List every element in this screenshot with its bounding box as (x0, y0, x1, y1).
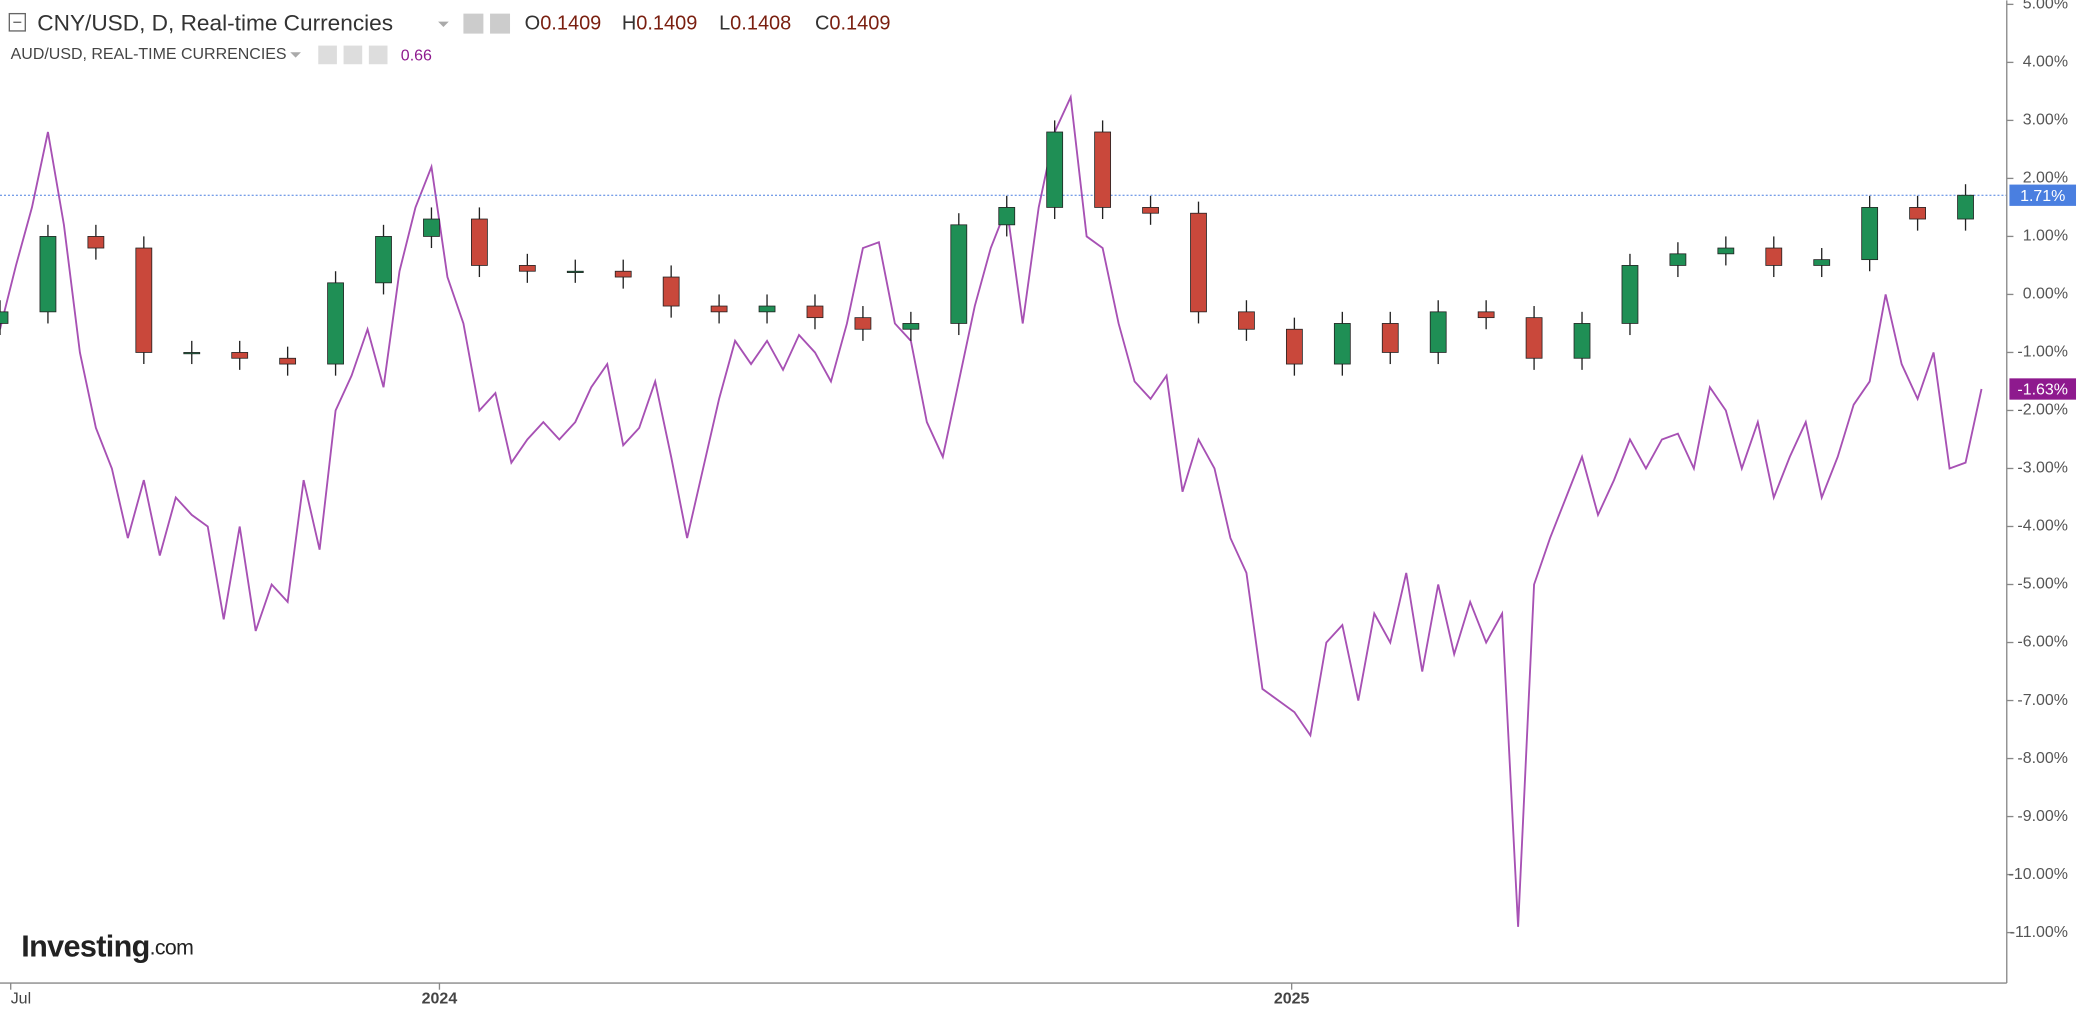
candle-body (375, 236, 392, 284)
y-tick-label: 4.00% (2023, 54, 2068, 71)
y-tick-label: -2.00% (2017, 402, 2068, 419)
candle-body (1477, 311, 1495, 319)
brand-suffix: .com (150, 935, 194, 959)
candle-body (1333, 323, 1351, 365)
settings-icon[interactable] (490, 13, 511, 34)
brand-logo: Investing.com (21, 930, 193, 964)
last-value-label: -1.63% (2017, 382, 2068, 399)
y-tick-label: -9.00% (2017, 808, 2068, 825)
candle-body (1142, 207, 1159, 214)
last-value-badge (2009, 184, 2077, 206)
plot-area (0, 93, 2007, 927)
y-tick-label: 2.00% (2023, 170, 2068, 187)
candle-body (950, 224, 968, 324)
y-tick-label: -5.00% (2017, 576, 2068, 593)
y-tick-label: -10.00% (2009, 866, 2068, 883)
visibility-icon[interactable] (318, 45, 337, 65)
candle-body (902, 323, 920, 330)
candle-body (231, 352, 249, 359)
ohlc-item: O0.1409 (525, 13, 602, 35)
ohlc-value: 0.1409 (636, 13, 697, 35)
y-tick-label: 1.00% (2023, 228, 2068, 245)
ohlc-label: C (815, 13, 829, 35)
candle-body (1669, 253, 1687, 266)
y-tick-label: -11.00% (2010, 924, 2068, 941)
candle-body (471, 218, 488, 266)
y-tick-label: -4.00% (2017, 518, 2068, 535)
y-tick-label: -6.00% (2017, 634, 2068, 651)
ohlc-value: 0.1409 (540, 13, 601, 35)
last-value-label: 1.71% (2020, 188, 2065, 205)
y-tick-label: 0.00% (2023, 286, 2068, 303)
y-tick-label: -8.00% (2017, 750, 2068, 767)
visibility-icon[interactable] (463, 13, 484, 34)
candle-body (1909, 207, 1926, 220)
ohlc-item: C0.1409 (815, 13, 890, 35)
ohlc-item: H0.1409 (622, 13, 697, 35)
candle-body (1429, 311, 1447, 353)
compare-line (0, 93, 1983, 927)
ohlc-value: 0.1409 (829, 13, 890, 35)
candle-body (1957, 194, 1974, 220)
candle-body (1190, 212, 1207, 313)
last-value-badge (2009, 378, 2077, 400)
candle-body (1717, 247, 1735, 255)
ohlc-label: O (525, 13, 541, 35)
candle-body (1813, 259, 1831, 266)
candle-body (135, 247, 153, 353)
y-tick-label: -1.00% (2017, 344, 2068, 361)
series-title: CNY/USD, D, Real-time Currencies (37, 10, 393, 35)
candle-body (0, 311, 9, 324)
candle-body (1765, 247, 1783, 266)
remove-icon[interactable] (368, 45, 388, 65)
candle-body (327, 282, 344, 365)
settings-icon[interactable] (343, 45, 363, 65)
dropdown-icon[interactable] (290, 52, 301, 58)
compare-title: AUD/USD, REAL-TIME CURRENCIES (11, 46, 287, 63)
candle-body (662, 276, 680, 307)
candle-body (1094, 131, 1112, 208)
ohlc-label: H (622, 13, 636, 35)
x-tick-label: 2025 (1274, 990, 1310, 1007)
candle-body (614, 270, 632, 278)
candle-body (1381, 323, 1399, 353)
candle-body (518, 265, 536, 272)
candle-body (1573, 323, 1591, 359)
dropdown-icon[interactable] (438, 21, 449, 27)
candle-body (758, 305, 776, 313)
candle-body (423, 218, 440, 237)
candle-body (998, 207, 1016, 226)
collapse-icon[interactable] (8, 12, 26, 32)
candle-body (87, 236, 105, 249)
x-tick-label: Jul (11, 990, 31, 1007)
candle-body (1861, 207, 1879, 261)
x-tick-label: 2024 (422, 990, 458, 1007)
candle-body (279, 357, 297, 365)
y-tick-label: 5.00% (2023, 0, 2068, 13)
ohlc-item: L0.1408 (719, 13, 791, 35)
candle-body (566, 270, 584, 273)
brand-name: Investing (21, 930, 149, 964)
compare-value: 0.66 (401, 47, 432, 64)
candle-body (1046, 131, 1064, 208)
y-tick-label: -7.00% (2017, 692, 2068, 709)
candle-body (710, 305, 728, 313)
candle-body (39, 236, 57, 313)
candle-body (1238, 311, 1255, 330)
ohlc-value: 0.1408 (730, 13, 791, 35)
candle-body (1621, 265, 1639, 324)
candle-body (183, 352, 201, 355)
candle-body (1525, 317, 1543, 359)
candle-body (854, 317, 872, 330)
ohlc-readout: O0.1409 H0.1409 L0.1408 C0.1409 (525, 13, 891, 35)
ohlc-label: L (719, 13, 730, 35)
y-tick-label: -3.00% (2017, 460, 2068, 477)
candle-body (806, 305, 824, 319)
candle-body (1285, 328, 1303, 365)
y-tick-label: 3.00% (2023, 112, 2068, 129)
